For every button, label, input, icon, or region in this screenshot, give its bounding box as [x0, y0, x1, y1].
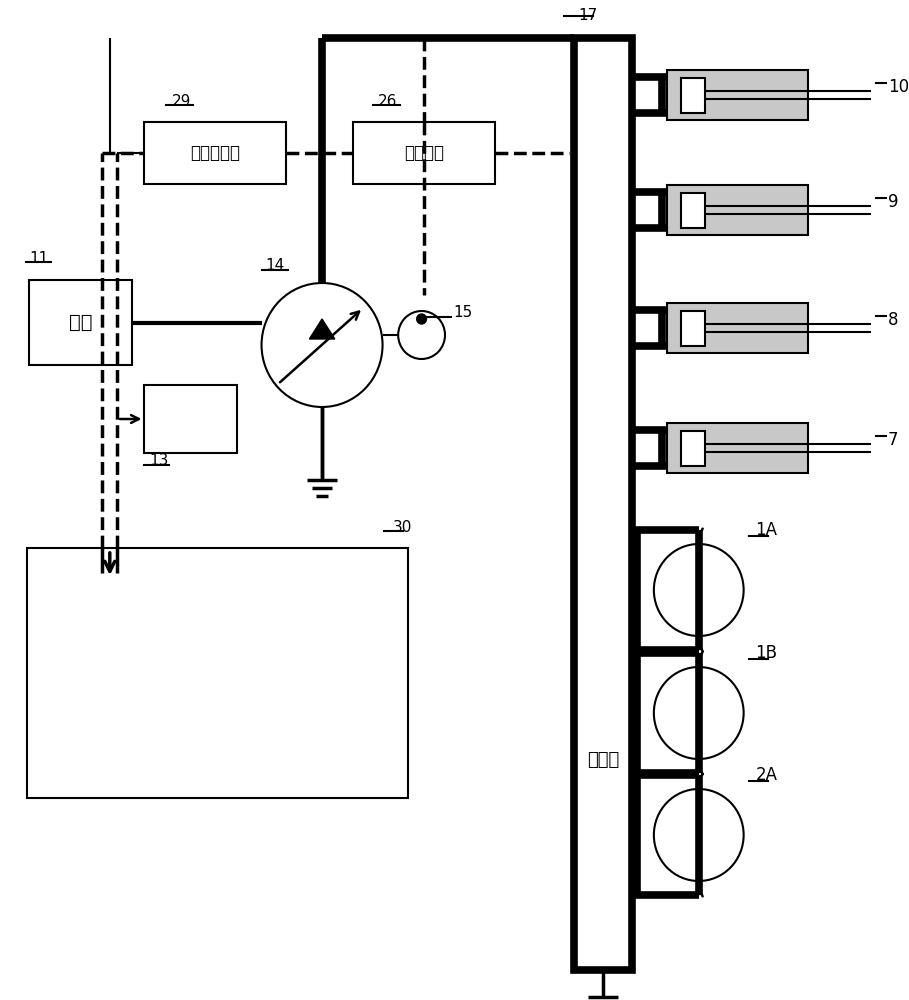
Bar [681, 192, 704, 228]
Text: 30: 30 [394, 520, 413, 535]
Bar [145, 122, 286, 184]
Bar [666, 70, 808, 120]
Text: 10: 10 [888, 78, 909, 96]
Bar [145, 385, 237, 453]
Circle shape [416, 314, 426, 324]
Text: 8: 8 [888, 311, 899, 329]
Bar [29, 280, 132, 365]
Text: 控制阀: 控制阀 [587, 751, 619, 769]
Text: 26: 26 [377, 94, 397, 109]
Circle shape [398, 311, 445, 359]
Text: 15: 15 [453, 305, 472, 320]
Bar [354, 122, 494, 184]
Bar [666, 423, 808, 473]
Text: 13: 13 [149, 453, 169, 468]
Text: 操作装置: 操作装置 [404, 144, 444, 162]
Bar [574, 38, 633, 970]
Text: 压力传感器: 压力传感器 [190, 144, 240, 162]
Text: 14: 14 [265, 258, 285, 273]
Polygon shape [309, 319, 335, 339]
Bar [666, 185, 808, 235]
Text: 29: 29 [172, 94, 191, 109]
Circle shape [654, 789, 744, 881]
Text: 9: 9 [888, 193, 899, 211]
Text: 引擎: 引擎 [69, 313, 92, 332]
Bar [681, 430, 704, 466]
Bar [27, 548, 408, 798]
Bar [681, 310, 704, 346]
Text: 1B: 1B [755, 644, 777, 662]
Text: 7: 7 [888, 431, 899, 449]
Circle shape [262, 283, 383, 407]
Text: 17: 17 [579, 8, 598, 23]
Circle shape [654, 544, 744, 636]
Circle shape [654, 667, 744, 759]
Text: 1A: 1A [755, 521, 777, 539]
Bar [681, 78, 704, 112]
Text: 11: 11 [29, 251, 48, 266]
Bar [666, 303, 808, 353]
Text: 2A: 2A [755, 766, 777, 784]
